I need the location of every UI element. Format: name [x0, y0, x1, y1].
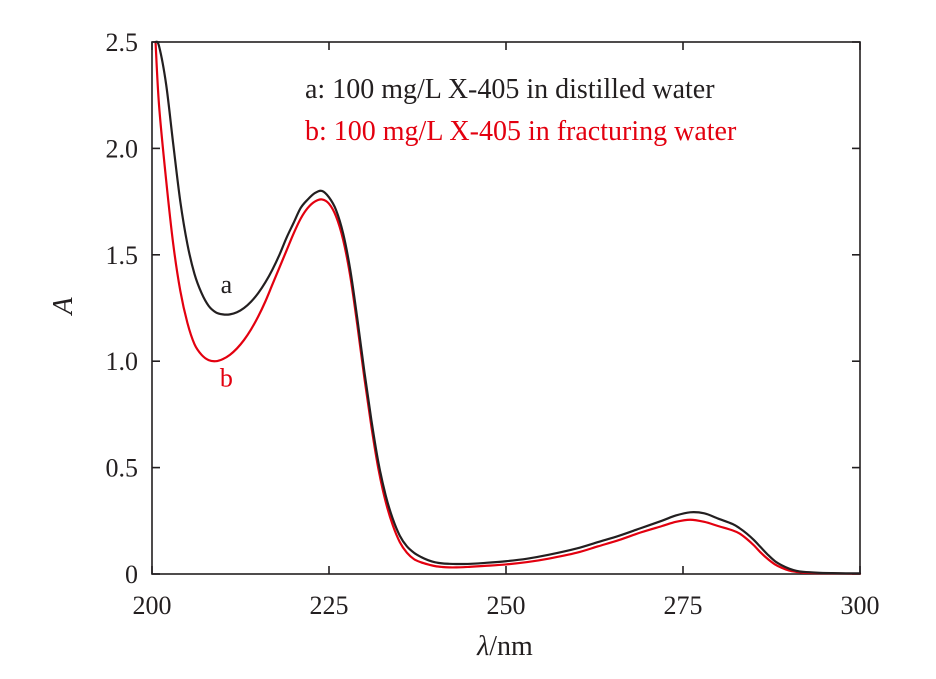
legend-entry-b: b: 100 mg/L X-405 in fracturing water	[305, 116, 737, 147]
y-tick-label: 0	[125, 560, 138, 589]
y-tick-label: 0.5	[106, 454, 139, 483]
legend-entry-a: a: 100 mg/L X-405 in distilled water	[305, 74, 715, 105]
curve-labels: ab	[220, 270, 233, 393]
curve-label-a: a	[221, 270, 233, 299]
y-tick-label: 1.0	[106, 347, 139, 376]
x-axis-ticks: 200 225 250 275 300	[133, 42, 880, 620]
x-axis-title-unit: /nm	[489, 631, 533, 662]
y-tick-label: 2.0	[106, 134, 139, 163]
legend: a: 100 mg/L X-405 in distilled water b: …	[305, 74, 737, 147]
x-tick-label: 250	[487, 591, 526, 620]
series-lines	[154, 40, 862, 575]
series-line-b	[154, 40, 862, 575]
x-tick-label: 200	[133, 591, 172, 620]
y-axis-title: A	[48, 297, 79, 317]
series-line-a	[154, 40, 862, 575]
x-tick-label: 275	[664, 591, 703, 620]
x-axis-title-symbol: λ	[476, 631, 489, 662]
curve-label-b: b	[220, 364, 233, 393]
y-tick-label: 2.5	[106, 28, 139, 57]
y-tick-label: 1.5	[106, 241, 139, 270]
x-axis-title: λ/nm	[476, 631, 533, 662]
x-tick-label: 225	[310, 591, 349, 620]
y-axis-ticks: 0 0.5 1.0 1.5 2.0 2.5	[106, 28, 860, 589]
x-tick-label: 300	[841, 591, 880, 620]
